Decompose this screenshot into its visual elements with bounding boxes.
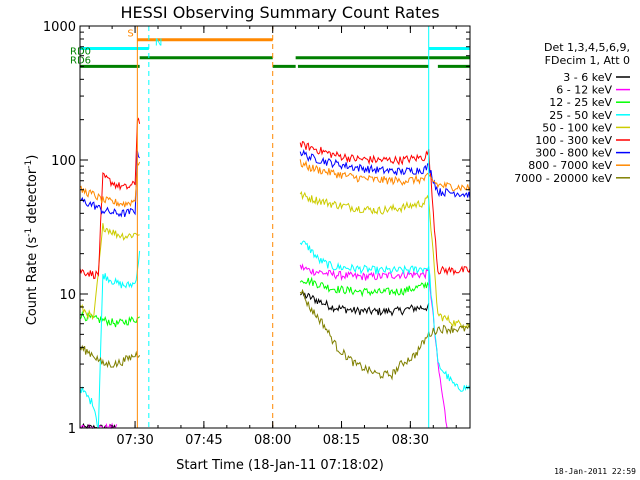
series-line-6 xyxy=(79,148,471,218)
x-tick-label-2: 08:00 xyxy=(254,433,291,448)
flag-label-3: RD6 xyxy=(70,55,91,66)
axes: 07:30 07:45 08:00 08:15 08:30 1 10 100 1000 xyxy=(43,20,471,448)
x-tick-label-1: 07:45 xyxy=(185,433,222,448)
series-line-7 xyxy=(79,159,471,208)
footer-timestamp: 18-Jan-2011 22:59 xyxy=(554,467,636,476)
series-line-8 xyxy=(79,288,471,381)
x-tick-label-4: 08:30 xyxy=(392,433,429,448)
y-tick-label-1: 10 xyxy=(59,288,76,303)
plot-frame xyxy=(79,25,471,429)
legend-label-4: 50 - 100 keV xyxy=(542,121,612,134)
chart-title: HESSI Observing Summary Count Rates xyxy=(120,3,439,22)
series-line-3 xyxy=(79,240,471,429)
legend-label-2: 12 - 25 keV xyxy=(549,96,612,109)
y-tick-label-0: 1 xyxy=(68,422,76,437)
x-tick-label-3: 08:15 xyxy=(323,433,360,448)
x-tick-label-0: 07:30 xyxy=(116,433,153,448)
legend-header-line1: Det 1,3,4,5,6,9, xyxy=(544,41,630,54)
flag-label-1: N xyxy=(155,37,162,48)
legend-label-8: 7000 - 20000 keV xyxy=(514,172,612,185)
legend-label-7: 800 - 7000 keV xyxy=(528,159,612,172)
series-line-4 xyxy=(79,190,471,329)
series-line-5 xyxy=(79,117,471,280)
legend: Det 1,3,4,5,6,9, FDecim 1, Att 0 3 - 6 k… xyxy=(514,41,630,185)
y-tick-label-3: 1000 xyxy=(43,20,76,35)
y-tick-label-2: 100 xyxy=(51,154,76,169)
flag-label-0: S xyxy=(127,29,133,40)
legend-label-6: 300 - 800 keV xyxy=(535,147,612,160)
legend-label-5: 100 - 300 keV xyxy=(535,134,612,147)
legend-header-line2: FDecim 1, Att 0 xyxy=(545,54,630,67)
legend-label-0: 3 - 6 keV xyxy=(563,71,612,84)
legend-label-1: 6 - 12 keV xyxy=(556,84,612,97)
legend-label-3: 25 - 50 keV xyxy=(549,109,612,122)
flag-label-2: RD0 xyxy=(70,47,91,58)
series-line-2 xyxy=(79,276,430,328)
x-axis-label: Start Time (18-Jan-11 07:18:02) xyxy=(176,458,384,473)
y-axis-label: Count Rate (s-1 detector-1) xyxy=(24,155,40,326)
